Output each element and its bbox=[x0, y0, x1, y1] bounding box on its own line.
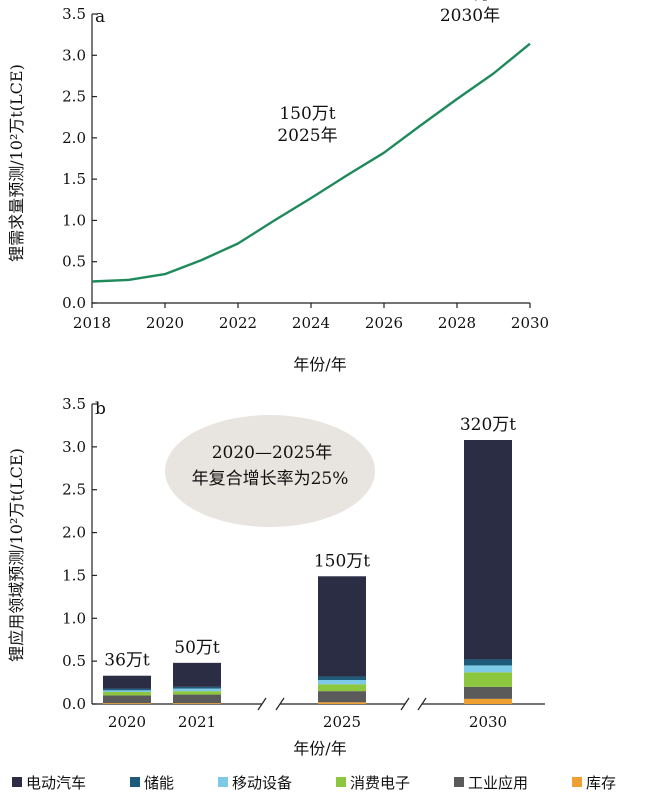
panel-b-x-tick-label: 2021 bbox=[178, 713, 216, 731]
bar-segment bbox=[464, 665, 512, 673]
panel-b-y-tick-label: 0.5 bbox=[62, 652, 86, 670]
legend-swatch bbox=[454, 777, 464, 787]
bar-segment bbox=[103, 688, 151, 691]
legend-entry-label: 库存 bbox=[586, 774, 616, 792]
legend-entry-label: 工业应用 bbox=[468, 774, 528, 792]
panel-b-axis-break bbox=[400, 697, 427, 711]
panel-a-annotation-value: 320万t bbox=[442, 0, 498, 4]
bar-segment bbox=[318, 691, 366, 703]
bar-segment bbox=[103, 692, 151, 696]
panel-a-x-tick-label: 2030 bbox=[511, 314, 549, 332]
panel-b-y-tick-label: 3.5 bbox=[62, 395, 86, 413]
panel-b-y-tick-label: 1.5 bbox=[62, 566, 86, 584]
panel-a-y-tick-label: 1.5 bbox=[62, 170, 86, 188]
growth-rate-bubble: 2020—2025年 年复合增长率为25% bbox=[165, 415, 375, 527]
panel-a-annotation-value: 150万t bbox=[279, 104, 335, 124]
bar-segment bbox=[318, 676, 366, 680]
legend-swatch bbox=[130, 777, 140, 787]
panel-a-demand-line bbox=[91, 42, 531, 283]
legend-swatch bbox=[12, 777, 22, 787]
bar-segment bbox=[318, 576, 366, 677]
legend: 电动汽车 储能 移动设备 消费电子 工业应用 库存 bbox=[12, 774, 616, 792]
panel-a-x-tick-label: 2022 bbox=[219, 314, 257, 332]
panel-b-axis-break bbox=[257, 697, 285, 711]
legend-entry-label: 移动设备 bbox=[232, 774, 292, 792]
panel-a-x-tick-label: 2028 bbox=[438, 314, 476, 332]
legend-entry-label: 电动汽车 bbox=[26, 774, 86, 792]
panel-b-y-tick-label: 1.0 bbox=[62, 609, 86, 627]
bar-segment bbox=[173, 662, 221, 687]
bar-segment bbox=[318, 702, 366, 704]
panel-b-y-tick-label: 3.0 bbox=[62, 438, 86, 456]
bar-segment bbox=[318, 680, 366, 685]
panel-a-y-axis-title: 锂需求量预测/10²万t(LCE) bbox=[7, 64, 26, 262]
panel-b-x-axis-title: 年份/年 bbox=[293, 739, 346, 758]
panel-a-axis-lines bbox=[91, 14, 530, 304]
bar-segment bbox=[173, 703, 221, 704]
panel-b-label: b bbox=[95, 399, 106, 419]
panel-a-y-tick-label: 3.0 bbox=[62, 46, 86, 64]
bar-segment bbox=[464, 698, 512, 704]
panel-a-annotation-year: 2025年 bbox=[277, 126, 337, 146]
growth-rate-bubble-shape bbox=[165, 415, 375, 527]
panel-b-y-tick-label: 0.0 bbox=[62, 695, 86, 713]
panel-a-y-tick-label: 0.5 bbox=[62, 253, 86, 271]
panel-b-total-labels: 36万t 50万t 150万t 320万t bbox=[104, 415, 516, 671]
panel-a-axes bbox=[91, 14, 530, 304]
panel-b-y-tick-label: 2.5 bbox=[62, 481, 86, 499]
panel-a-ticks: 0.0 0.5 1.0 1.5 2.0 2.5 3.0 3.5 2018 2020 2022 2024… bbox=[62, 5, 549, 332]
panel-a-x-axis-title: 年份/年 bbox=[293, 355, 346, 374]
legend-swatch bbox=[336, 777, 346, 787]
bar-total-label: 150万t bbox=[314, 551, 370, 571]
legend-swatch bbox=[572, 777, 582, 787]
bar-segment bbox=[464, 659, 512, 666]
panel-b-stacked-bar-chart: b 锂应用领域预测/10²万t(LCE) 年份/年 2020—2025年 年复合… bbox=[7, 395, 545, 758]
legend-entry-label: 消费电子 bbox=[350, 774, 410, 792]
panel-a-series bbox=[91, 42, 531, 283]
panel-a-annotation-year: 2030年 bbox=[440, 6, 500, 26]
growth-rate-bubble-line2: 年复合增长率为25% bbox=[192, 469, 349, 489]
bar-segment bbox=[464, 440, 512, 660]
bar-segment bbox=[103, 703, 151, 704]
legend-entry-label: 储能 bbox=[144, 774, 174, 792]
bar-segment bbox=[464, 686, 512, 699]
bar-segment bbox=[173, 688, 221, 692]
panel-a-y-tick-label: 3.5 bbox=[62, 5, 86, 23]
panel-b-x-tick-label: 2030 bbox=[469, 713, 507, 731]
panel-a-x-tick-label: 2018 bbox=[73, 314, 111, 332]
bar-segment bbox=[318, 684, 366, 692]
panel-a-label: a bbox=[95, 7, 105, 27]
panel-a-x-tick-label: 2020 bbox=[146, 314, 184, 332]
panel-b-y-axis-title: 锂应用领域预测/10²万t(LCE) bbox=[7, 448, 26, 662]
panel-a-x-tick-label: 2024 bbox=[292, 314, 330, 332]
bar-total-label: 50万t bbox=[174, 638, 220, 658]
bar-total-label: 320万t bbox=[460, 415, 516, 435]
panel-b-y-tick-label: 2.0 bbox=[62, 524, 86, 542]
panel-b-x-tick-label: 2020 bbox=[108, 713, 146, 731]
bar-segment bbox=[103, 675, 151, 689]
panel-a-line-chart: a 锂需求量预测/10²万t(LCE) 年份/年 0.0 0.5 1.0 1.5 2.0… bbox=[7, 0, 549, 374]
bar-segment bbox=[173, 691, 221, 695]
panel-b-ticks: 0.0 0.5 1.0 1.5 2.0 2.5 3.0 3.5 2020 2021 2025 2030 bbox=[62, 395, 507, 731]
bar-segment bbox=[103, 695, 151, 704]
panel-b-x-tick-label: 2025 bbox=[323, 713, 361, 731]
growth-rate-bubble-line1: 2020—2025年 bbox=[212, 443, 333, 463]
panel-a-y-tick-label: 0.0 bbox=[62, 294, 86, 312]
bar-segment bbox=[103, 690, 151, 692]
panel-a-y-tick-label: 2.0 bbox=[62, 129, 86, 147]
legend-swatch bbox=[218, 777, 228, 787]
bar-segment bbox=[173, 694, 221, 704]
bar-segment bbox=[464, 672, 512, 687]
panel-b-bars bbox=[103, 440, 512, 704]
panel-a-x-tick-label: 2026 bbox=[365, 314, 403, 332]
bar-total-label: 36万t bbox=[104, 651, 150, 671]
bar-segment bbox=[173, 686, 221, 689]
panel-a-y-tick-label: 1.0 bbox=[62, 211, 86, 229]
panel-a-y-tick-label: 2.5 bbox=[62, 88, 86, 106]
